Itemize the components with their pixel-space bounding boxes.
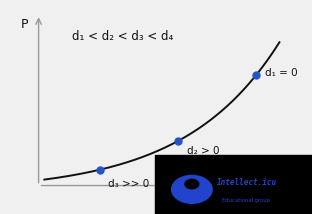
Text: P: P — [20, 18, 28, 31]
Text: d₁ = 0: d₁ = 0 — [265, 68, 298, 78]
Text: Intellect.icu: Intellect.icu — [217, 178, 276, 187]
Text: Educational group: Educational group — [222, 198, 271, 203]
Text: d₁ < d₂ < d₃ < d₄: d₁ < d₂ < d₃ < d₄ — [72, 30, 173, 43]
Text: d₂ > 0: d₂ > 0 — [187, 146, 219, 156]
Text: d₃ >> 0: d₃ >> 0 — [108, 179, 149, 189]
